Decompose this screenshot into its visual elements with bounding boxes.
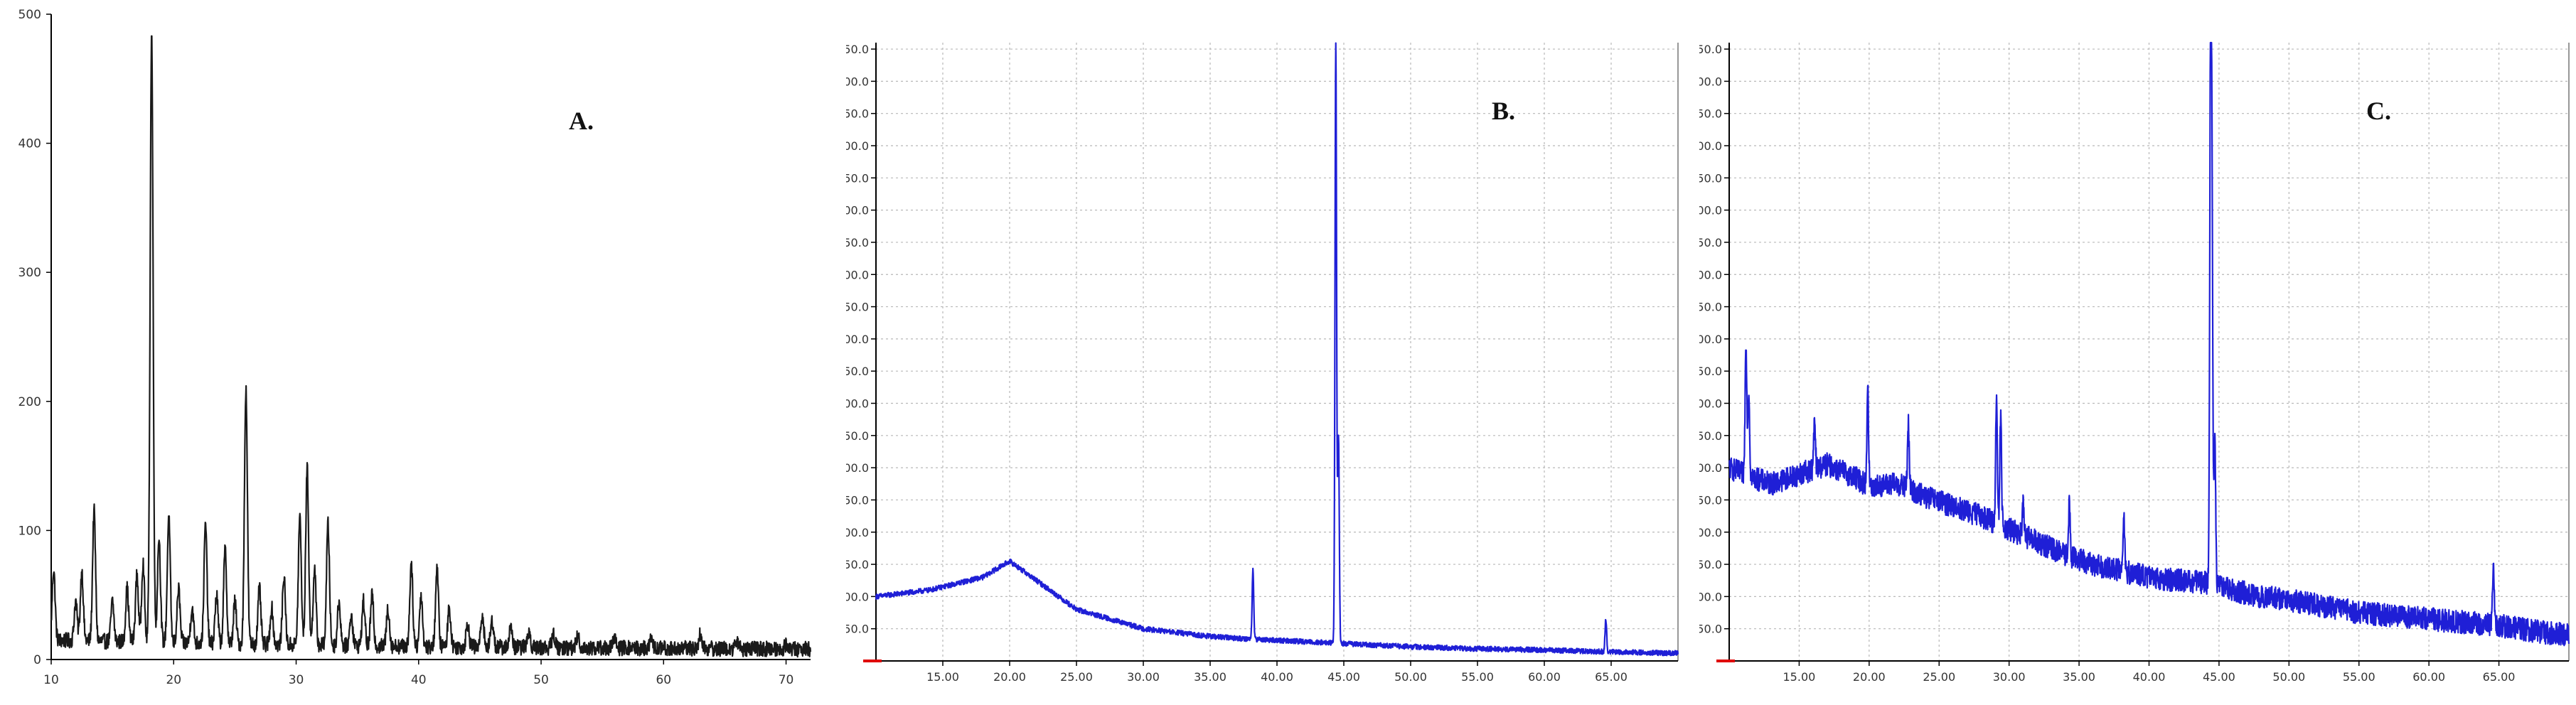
x-tick-label: 65.00 (1595, 670, 1628, 684)
x-tick-label: 50 (533, 673, 549, 687)
x-tick-label: 10 (43, 673, 59, 687)
y-tick-label: 700.0 (846, 204, 869, 217)
x-tick-label: 45.00 (1327, 670, 1360, 684)
xrd-series-line (50, 35, 812, 658)
y-tick-label: 50.0 (846, 623, 869, 636)
x-tick-label: 35.00 (1194, 670, 1226, 684)
y-tick-label: 500.0 (846, 333, 869, 346)
chart-panel-c: 50.0 100.0 150.0 200.0 250.0 300.0 350.0 400.0 4… (1699, 0, 2576, 705)
chart-panel-b: 50.0 100.0 150.0 200.0 250.0 300.0 350.0 400.0 4… (846, 0, 1685, 705)
y-tick-label: 400 (18, 137, 41, 151)
xrd-series-line (1728, 41, 2570, 647)
y-tick-label: 350.0 (846, 429, 869, 443)
y-tick-label: 450.0 (846, 365, 869, 378)
y-tick-label: 100.0 (846, 590, 869, 603)
x-tick-label: 60.00 (2412, 670, 2445, 684)
y-tick-label: 300.0 (1699, 461, 1722, 475)
y-tick-label: 500.0 (1699, 333, 1722, 346)
x-tick-label: 55.00 (2343, 670, 2375, 684)
x-tick-label: 15.00 (926, 670, 959, 684)
y-tick-label: 600.0 (1699, 268, 1722, 281)
y-tick-label: 50.0 (1699, 623, 1722, 636)
x-tick-label: 35.00 (2063, 670, 2095, 684)
chart-b-svg: 50.0 100.0 150.0 200.0 250.0 300.0 350.0 400.0 4… (846, 42, 1679, 684)
x-tick-label: 20.00 (993, 670, 1026, 684)
y-tick-label: 100 (18, 524, 41, 538)
y-tick-label: 0 (33, 653, 41, 667)
x-tick-label: 20.00 (1853, 670, 1886, 684)
chart-a-svg: 0 100 200 300 400 500 10 20 30 40 50 60 70 A. (18, 8, 812, 687)
x-tick-label: 20 (166, 673, 181, 687)
x-tick-label: 65.00 (2483, 670, 2516, 684)
x-tick-label: 60 (656, 673, 671, 687)
y-tick-label: 300.0 (846, 461, 869, 475)
y-tick-label: 600.0 (846, 268, 869, 281)
y-tick-label: 750.0 (1699, 171, 1722, 185)
xrd-series-line (875, 42, 1679, 657)
y-tick-label: 900.0 (846, 75, 869, 88)
y-tick-label: 100.0 (1699, 590, 1722, 603)
y-tick-label: 200.0 (1699, 526, 1722, 539)
y-tick-label: 700.0 (1699, 204, 1722, 217)
x-tick-label: 45.00 (2203, 670, 2235, 684)
y-tick-label: 650.0 (1699, 236, 1722, 249)
y-tick-label: 500 (18, 8, 41, 22)
y-tick-label: 950.0 (1699, 43, 1722, 56)
x-tick-label: 30 (289, 673, 304, 687)
panel-label: A. (569, 107, 594, 135)
y-tick-label: 150.0 (846, 558, 869, 571)
x-tick-label: 25.00 (1923, 670, 1955, 684)
chart-c-svg: 50.0 100.0 150.0 200.0 250.0 300.0 350.0 400.0 4… (1699, 41, 2570, 684)
chart-panel-a: 0 100 200 300 400 500 10 20 30 40 50 60 70 A. (0, 0, 832, 705)
y-tick-label: 950.0 (846, 43, 869, 56)
x-tick-label: 40.00 (1261, 670, 1293, 684)
x-tick-label: 30.00 (1127, 670, 1160, 684)
y-tick-label: 850.0 (1699, 107, 1722, 121)
x-tick-label: 40 (411, 673, 427, 687)
y-tick-label: 250.0 (846, 493, 869, 507)
y-tick-label: 450.0 (1699, 365, 1722, 378)
x-tick-label: 15.00 (1783, 670, 1816, 684)
y-tick-label: 400.0 (846, 397, 869, 411)
x-tick-label: 60.00 (1528, 670, 1561, 684)
x-tick-label: 50.00 (2272, 670, 2305, 684)
y-tick-label: 650.0 (846, 236, 869, 249)
y-tick-label: 800.0 (1699, 139, 1722, 153)
y-tick-label: 550.0 (846, 301, 869, 314)
y-tick-label: 200 (18, 395, 41, 409)
y-tick-label: 150.0 (1699, 558, 1722, 571)
y-tick-label: 350.0 (1699, 429, 1722, 443)
x-tick-label: 55.00 (1461, 670, 1494, 684)
y-tick-label: 850.0 (846, 107, 869, 121)
panel-label: B. (1492, 97, 1515, 125)
x-tick-label: 30.00 (1993, 670, 2026, 684)
x-tick-label: 50.00 (1394, 670, 1427, 684)
y-tick-label: 250.0 (1699, 493, 1722, 507)
y-tick-label: 300 (18, 266, 41, 280)
panel-label: C. (2366, 97, 2391, 125)
y-tick-label: 800.0 (846, 139, 869, 153)
x-tick-label: 70 (779, 673, 794, 687)
y-tick-label: 550.0 (1699, 301, 1722, 314)
y-tick-label: 900.0 (1699, 75, 1722, 88)
x-tick-label: 25.00 (1060, 670, 1093, 684)
y-tick-label: 200.0 (846, 526, 869, 539)
y-tick-label: 400.0 (1699, 397, 1722, 411)
y-tick-label: 750.0 (846, 171, 869, 185)
x-tick-label: 40.00 (2133, 670, 2166, 684)
